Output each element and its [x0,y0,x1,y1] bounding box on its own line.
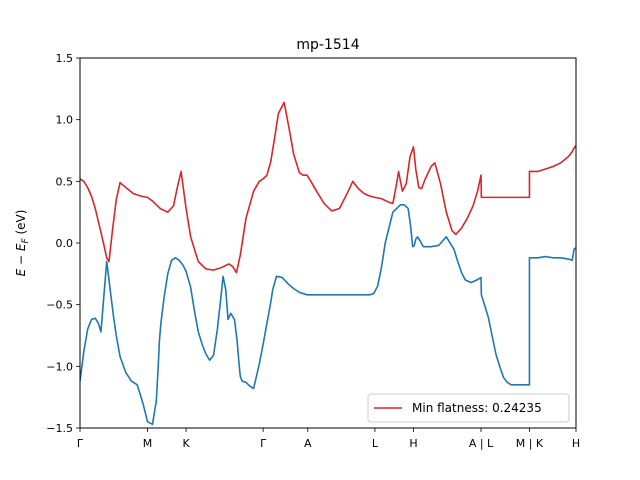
legend: Min flatness: 0.24235 [367,393,570,423]
x-tick-label: L [372,437,379,450]
x-tick-label: H [409,437,417,450]
x-tick-label: Γ [260,437,267,450]
y-tick-label: 1.5 [56,52,74,65]
series-line-red [80,101,576,274]
chart-title: mp-1514 [296,37,359,53]
y-axis-label-subscript: F [21,238,31,244]
y-tick-label: 0.5 [56,175,74,188]
series-layer [80,101,576,426]
y-axis: −1.5 −1.0 −0.5 0.0 0.5 1.0 1.5 [46,52,80,435]
x-tick-label: A [304,437,312,450]
y-tick-label: −1.0 [46,360,73,373]
x-tick-label: H [572,437,580,450]
y-tick-label: −1.5 [46,422,73,435]
y-axis-label-main: E − E [14,243,28,276]
y-tick-label: 1.0 [56,114,74,127]
x-tick-label: A | L [469,437,494,450]
x-tick-label: Γ [77,437,84,450]
x-tick-label: M | K [516,437,544,450]
legend-box [367,393,570,423]
x-tick-label: M [143,437,153,450]
x-tick-label: K [182,437,190,450]
y-axis-label: E − EF (eV) [14,210,31,277]
series-line-blue [80,203,576,426]
legend-entry-label: Min flatness: 0.24235 [412,401,542,415]
x-axis: Γ M K Γ A L H A | L M | K H [77,428,580,450]
y-axis-label-unit: (eV) [14,210,28,239]
y-tick-label: −0.5 [46,299,73,312]
y-tick-label: 0.0 [56,237,74,250]
